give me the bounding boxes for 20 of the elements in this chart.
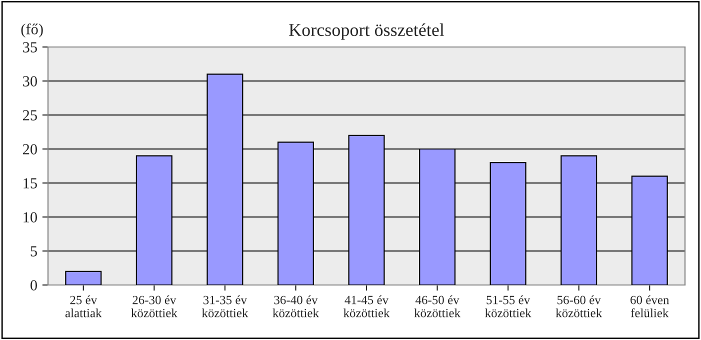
y-axis-title: (fő) (21, 23, 43, 38)
y-tick-label: 25 (22, 110, 37, 120)
y-tick-label: 30 (23, 76, 37, 86)
x-tick-label: 36-40 év közöttiek (272, 295, 319, 318)
y-tick-label: 0 (30, 280, 37, 290)
x-tick-label: 51-55 év közöttiek (485, 295, 532, 318)
x-tick-label: 56-60 év közöttiek (556, 295, 602, 318)
y-tick-label: 20 (22, 144, 37, 154)
x-tick-label: 46-50 év közöttiek (414, 295, 461, 318)
y-tick-label: 15 (24, 178, 37, 188)
bar (65, 270, 102, 285)
x-tick-label: 60 éven felüliek (630, 295, 670, 318)
x-tick-label: 31-35 év közöttiek (202, 295, 248, 318)
y-tick-label: 10 (24, 212, 37, 222)
x-tick-label: 25 év alattiak (65, 295, 102, 318)
y-tick-label: 35 (23, 42, 37, 52)
chart-title: Korcsoport összetétel (289, 23, 444, 40)
x-tick-label: 26-30 év közöttiek (131, 295, 178, 318)
y-tick-label: 5 (30, 246, 37, 256)
x-tick-label: 41-45 év közöttiek (343, 295, 390, 318)
